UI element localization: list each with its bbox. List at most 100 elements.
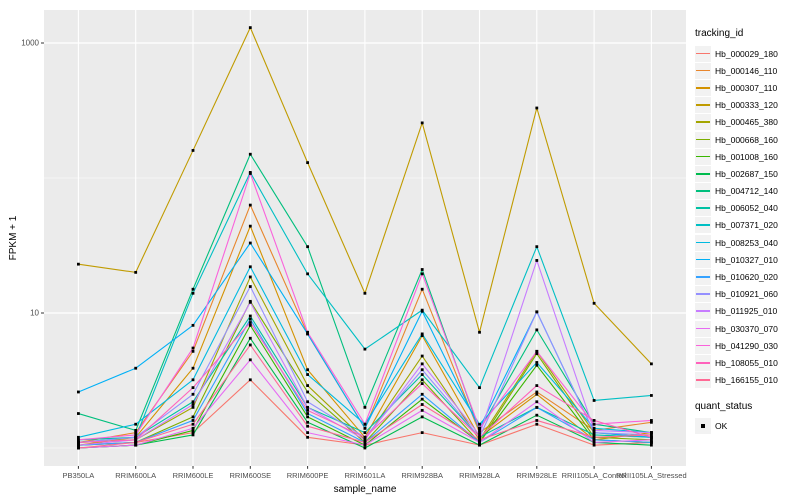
data-point (535, 422, 539, 426)
data-point (363, 431, 367, 435)
legend-label: Hb_002687_150 (715, 168, 778, 179)
data-point (191, 403, 195, 406)
data-point (191, 400, 195, 404)
data-point (191, 433, 195, 437)
data-point (134, 433, 138, 437)
legend-item-Hb_000668_160: Hb_000668_160 (695, 131, 799, 148)
data-point (248, 378, 252, 382)
legend-label: Hb_010327_010 (715, 254, 778, 265)
data-point (248, 343, 252, 347)
data-point (420, 334, 424, 338)
legend-item-ok: OK (695, 418, 799, 435)
data-point (191, 386, 195, 390)
data-point (478, 422, 481, 426)
x-tick-label: RRIM600LE (173, 471, 214, 480)
data-point (478, 330, 481, 334)
data-point (191, 346, 195, 350)
data-point (134, 441, 138, 444)
x-tick-label: RRIM601LA (344, 471, 385, 480)
data-point (535, 328, 539, 332)
legend-item-Hb_166155_010: Hb_166155_010 (695, 372, 799, 389)
data-point (650, 431, 653, 435)
y-tick-label: 10 (30, 309, 39, 318)
legend-item-Hb_108055_010: Hb_108055_010 (695, 354, 799, 371)
data-point (134, 431, 138, 435)
legend-key-icon (695, 148, 711, 165)
data-point (478, 426, 481, 430)
data-point (248, 314, 252, 318)
data-point (134, 422, 138, 426)
data-point (535, 259, 539, 262)
data-point (650, 438, 653, 442)
data-point (535, 349, 539, 353)
x-axis-title: sample_name (334, 484, 397, 495)
legend-key-line (696, 52, 710, 55)
data-point (592, 431, 596, 435)
data-point (134, 435, 138, 439)
data-point (191, 378, 195, 382)
data-point (420, 121, 424, 125)
data-point (650, 443, 653, 447)
data-point (248, 265, 252, 269)
data-point (535, 106, 539, 110)
data-point (420, 362, 424, 366)
data-point (191, 419, 195, 422)
legend-title-quant: quant_status (695, 400, 753, 412)
x-tick-label: RRIM928LA (459, 471, 500, 480)
data-point (191, 429, 195, 432)
legend-item-Hb_000465_380: Hb_000465_380 (695, 114, 799, 131)
legend-item-Hb_030370_070: Hb_030370_070 (695, 320, 799, 337)
legend-key-icon (695, 217, 711, 234)
data-point (420, 332, 424, 336)
data-point (420, 431, 424, 435)
data-point (77, 435, 80, 439)
legend-item-Hb_008253_040: Hb_008253_040 (695, 234, 799, 251)
data-point (306, 405, 309, 409)
data-point (191, 291, 195, 295)
data-point (306, 384, 309, 387)
data-point (306, 390, 309, 394)
data-point (592, 429, 596, 432)
data-point (650, 441, 653, 444)
data-point (191, 426, 195, 430)
legend-key-line (696, 207, 710, 209)
legend-label: Hb_007371_020 (715, 220, 778, 231)
data-point (363, 443, 367, 447)
legend-label: Hb_000333_120 (715, 100, 778, 111)
data-point (420, 415, 424, 419)
legend-label: Hb_000307_110 (715, 82, 778, 93)
data-point (535, 361, 539, 364)
data-point (306, 415, 309, 419)
legend-label: Hb_000668_160 (715, 134, 778, 145)
data-point (592, 426, 596, 430)
legend-key-icon (695, 79, 711, 96)
data-point (592, 399, 596, 402)
data-point (306, 332, 309, 336)
data-point (134, 443, 138, 447)
data-point (191, 431, 195, 435)
legend-label: Hb_108055_010 (715, 357, 778, 368)
data-point (248, 203, 252, 207)
legend-items: Hb_000029_180 Hb_000146_110 Hb_000307_110 H… (695, 45, 799, 389)
data-point (535, 405, 539, 409)
data-point (420, 408, 424, 412)
data-point (191, 349, 195, 353)
data-point (478, 441, 481, 444)
data-point (77, 438, 80, 442)
data-point (306, 435, 309, 439)
legend-key-line (696, 155, 710, 158)
legend-item-Hb_000029_180: Hb_000029_180 (695, 45, 799, 62)
legend-item-Hb_004712_140: Hb_004712_140 (695, 183, 799, 200)
legend-key-icon (695, 45, 711, 62)
data-point (77, 441, 80, 444)
data-point (363, 426, 367, 430)
legend-key-icon (695, 337, 711, 354)
data-point (306, 330, 309, 334)
legend-key-icon (695, 183, 711, 200)
data-point (306, 431, 309, 435)
data-point (592, 419, 596, 422)
legend: tracking_id Hb_000029_180 Hb_000146_110 Hb… (695, 28, 799, 435)
data-point (535, 363, 539, 367)
